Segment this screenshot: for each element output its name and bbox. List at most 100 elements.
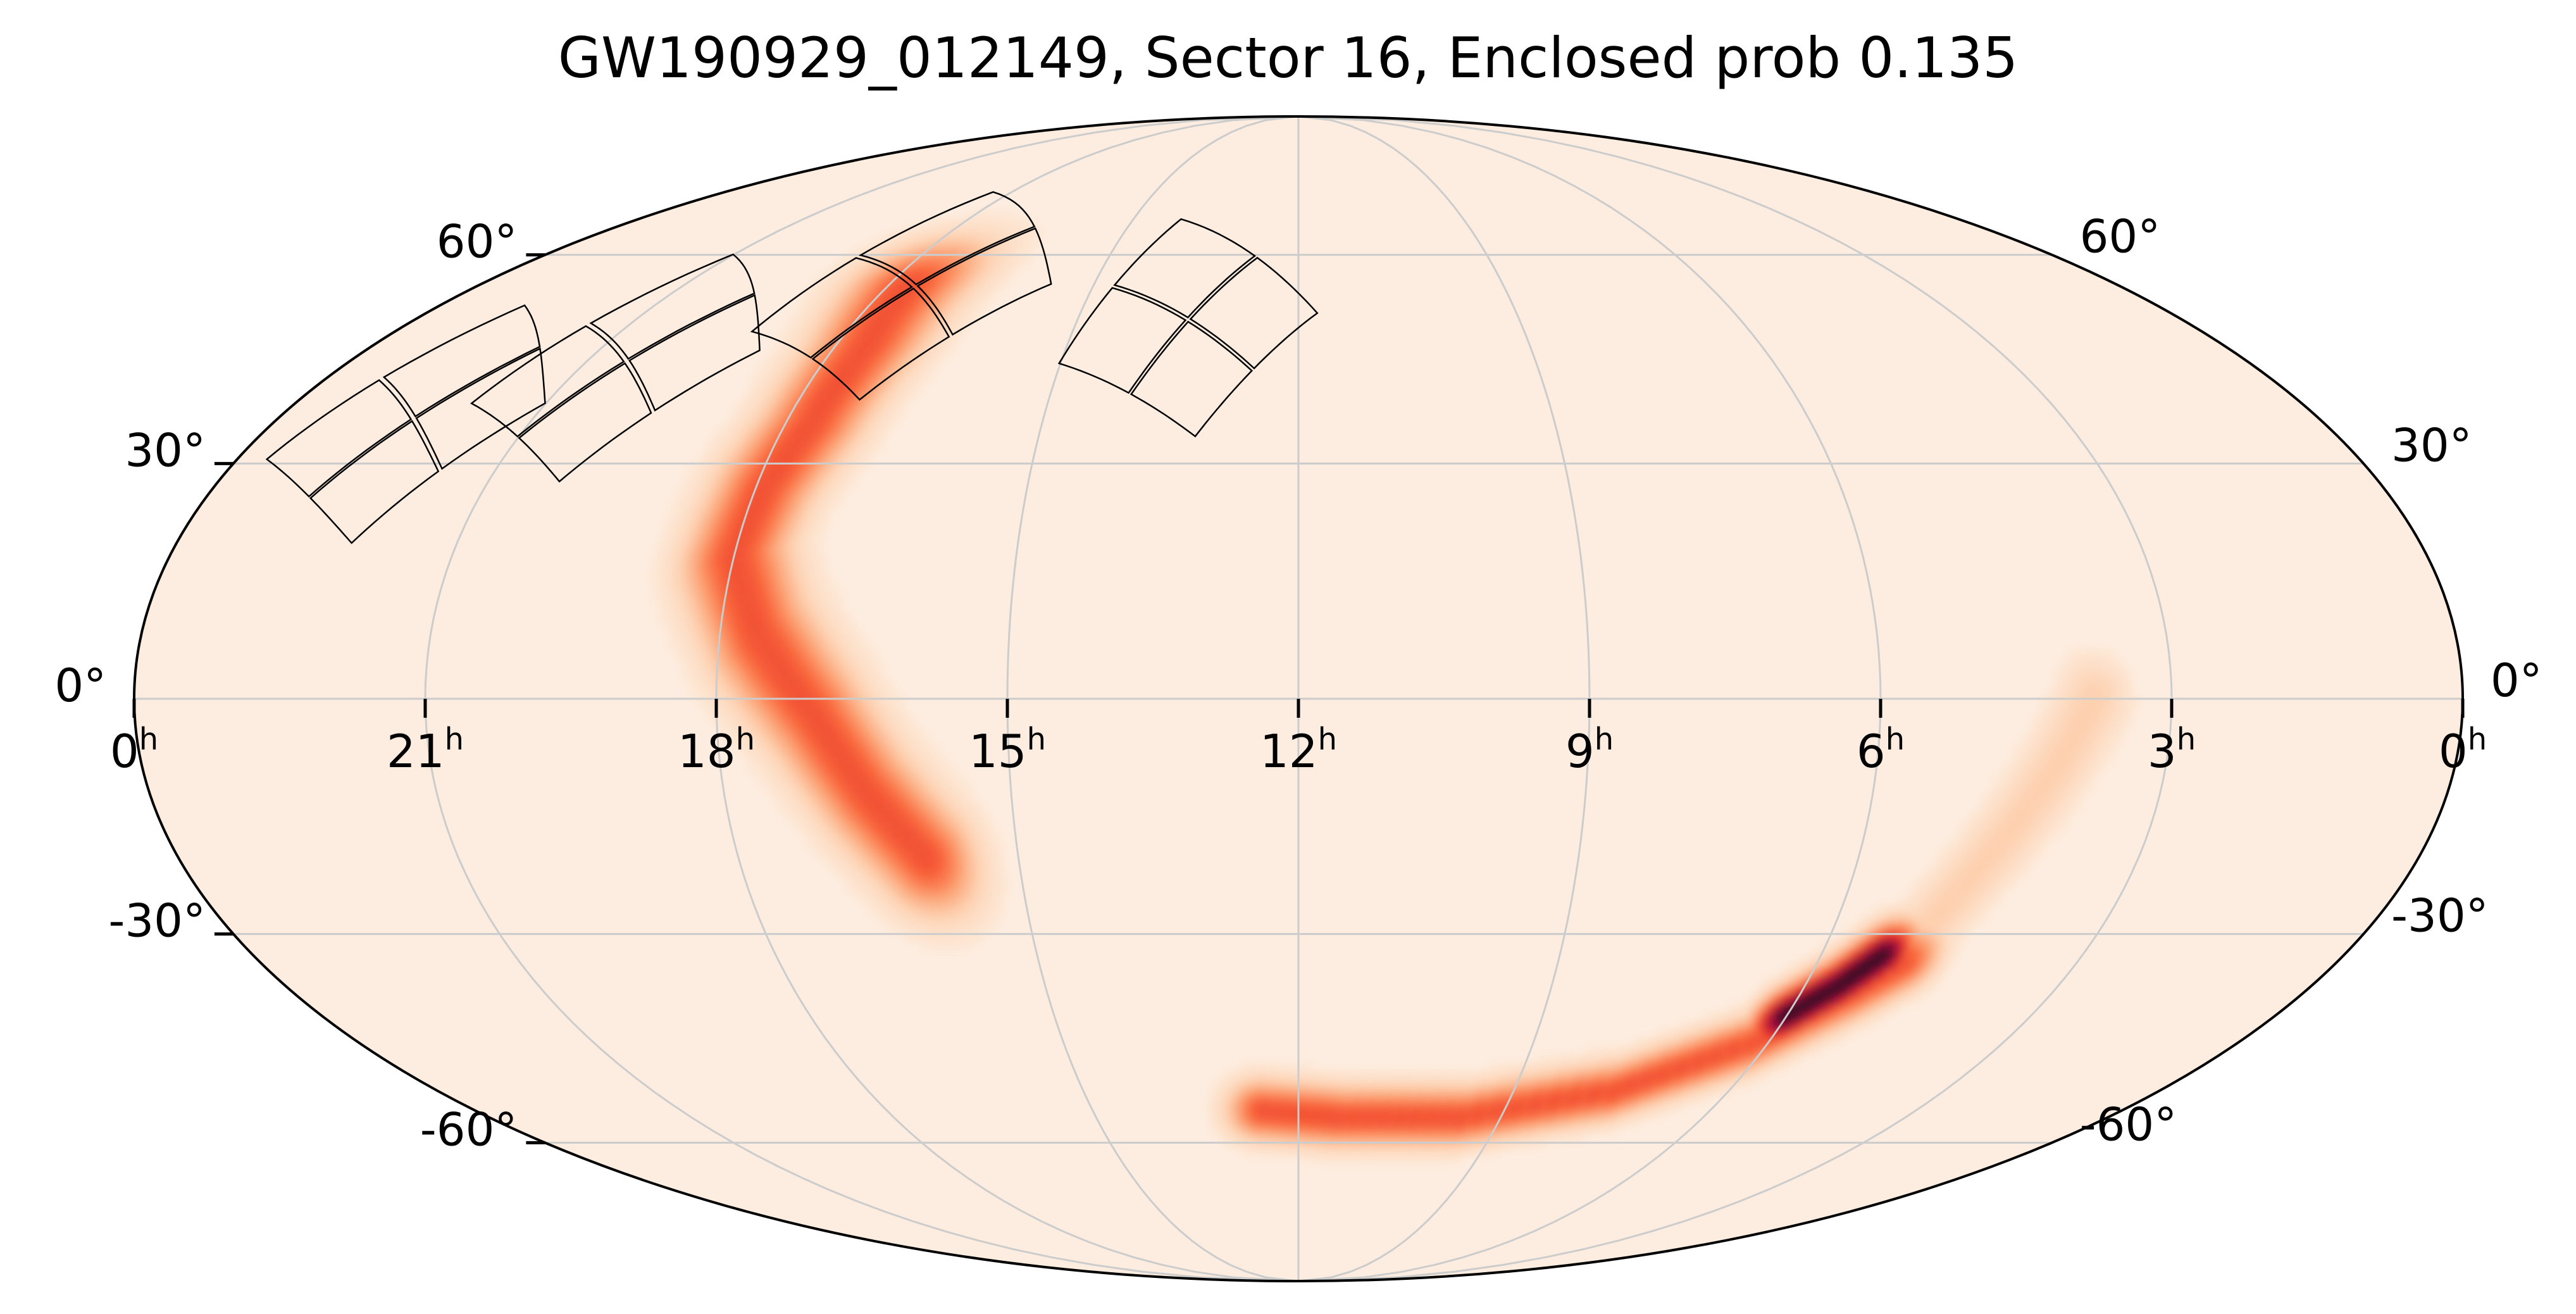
probability-cell bbox=[651, 591, 662, 603]
probability-cell bbox=[1456, 1154, 1464, 1165]
probability-cell bbox=[860, 648, 871, 660]
probability-cell bbox=[1539, 1140, 1546, 1151]
probability-cell bbox=[1014, 237, 1023, 247]
probability-cell bbox=[835, 686, 846, 699]
probability-cell bbox=[1422, 1078, 1431, 1089]
probability-cell bbox=[742, 686, 753, 699]
probability-cell bbox=[914, 744, 925, 756]
probability-cell bbox=[883, 744, 894, 756]
probability-cell bbox=[826, 600, 837, 613]
probability-cell bbox=[955, 772, 966, 785]
probability-cell bbox=[882, 677, 893, 689]
probability-cell bbox=[2026, 753, 2038, 766]
probability-cell bbox=[683, 581, 694, 594]
probability-cell bbox=[1370, 1078, 1379, 1089]
probability-cell bbox=[869, 330, 878, 342]
probability-cell bbox=[737, 744, 747, 756]
probability-cell bbox=[1255, 1140, 1262, 1151]
probability-cell bbox=[1985, 810, 1996, 823]
tess-camera-footprint bbox=[470, 253, 761, 483]
probability-cell bbox=[1441, 1110, 1449, 1120]
probability-cell bbox=[1457, 1110, 1465, 1120]
probability-cell bbox=[1010, 237, 1017, 247]
probability-cell bbox=[1447, 1094, 1455, 1105]
probability-cell bbox=[1489, 1140, 1497, 1151]
probability-cell bbox=[1445, 1148, 1453, 1158]
probability-cell bbox=[1278, 1110, 1286, 1120]
probability-cell bbox=[700, 619, 711, 632]
probability-cell bbox=[939, 216, 947, 227]
probability-cell bbox=[738, 629, 749, 641]
probability-cell bbox=[1407, 1148, 1414, 1158]
probability-cell bbox=[822, 810, 833, 823]
probability-cell bbox=[793, 610, 804, 622]
probability-cell bbox=[2091, 724, 2102, 737]
probability-cell bbox=[1299, 1148, 1307, 1158]
probability-cell bbox=[1030, 223, 1037, 234]
probability-cell bbox=[1421, 1148, 1429, 1158]
probability-cell bbox=[774, 724, 785, 737]
probability-cell bbox=[760, 581, 771, 594]
probability-cell bbox=[788, 791, 799, 804]
probability-cell bbox=[2002, 801, 2013, 813]
probability-cell bbox=[829, 744, 840, 756]
probability-cell bbox=[918, 791, 929, 804]
probability-cell bbox=[968, 245, 976, 255]
probability-cell bbox=[973, 245, 981, 255]
probability-cell bbox=[2053, 782, 2063, 794]
probability-cell bbox=[1490, 1110, 1498, 1120]
probability-cell bbox=[1353, 1070, 1362, 1081]
probability-cell bbox=[999, 230, 1006, 241]
probability-cell bbox=[1270, 1148, 1278, 1158]
probability-cell bbox=[997, 223, 1005, 234]
probability-cell bbox=[876, 314, 885, 325]
probability-cell bbox=[1352, 1086, 1360, 1097]
probability-cell bbox=[1384, 1154, 1393, 1165]
probability-cell bbox=[963, 245, 971, 255]
probability-cell bbox=[903, 791, 914, 804]
probability-cell bbox=[970, 216, 978, 227]
probability-cell bbox=[969, 876, 980, 888]
probability-cell bbox=[676, 629, 687, 641]
probability-cell bbox=[1389, 1140, 1397, 1151]
probability-cell bbox=[1000, 237, 1008, 247]
probability-cell bbox=[1431, 1148, 1439, 1158]
probability-cell bbox=[1643, 1070, 1652, 1081]
probability-cell bbox=[1439, 1140, 1447, 1151]
probability-cell bbox=[763, 610, 774, 622]
probability-cell bbox=[1367, 1148, 1376, 1158]
probability-cell bbox=[1418, 1154, 1426, 1165]
probability-cell bbox=[2032, 763, 2044, 775]
probability-cell bbox=[858, 801, 869, 813]
probability-cell bbox=[2036, 734, 2047, 747]
probability-cell bbox=[958, 245, 966, 255]
probability-cell bbox=[666, 591, 677, 603]
probability-cell bbox=[1022, 230, 1030, 241]
probability-cell bbox=[2092, 677, 2103, 689]
probability-cell bbox=[2115, 667, 2126, 680]
probability-cell bbox=[1429, 1094, 1438, 1105]
probability-cell bbox=[1402, 1148, 1409, 1158]
probability-cell bbox=[867, 658, 878, 670]
probability-cell bbox=[2037, 782, 2048, 794]
probability-cell bbox=[1267, 1110, 1276, 1120]
probability-cell bbox=[2038, 715, 2048, 727]
probability-cell bbox=[857, 791, 868, 804]
probability-cell bbox=[2029, 724, 2040, 737]
probability-cell bbox=[847, 772, 858, 785]
probability-cell bbox=[830, 638, 840, 651]
probability-cell bbox=[1519, 1140, 1527, 1151]
probability-cell bbox=[898, 724, 909, 737]
probability-cell bbox=[859, 705, 869, 718]
probability-cell bbox=[934, 913, 944, 925]
probability-cell bbox=[823, 389, 833, 401]
probability-cell bbox=[1246, 1148, 1254, 1158]
probability-cell bbox=[1494, 1140, 1502, 1151]
probability-cell bbox=[1514, 1094, 1522, 1105]
probability-cell bbox=[938, 245, 947, 255]
probability-cell bbox=[948, 782, 959, 794]
probability-cell bbox=[704, 658, 715, 670]
probability-cell bbox=[768, 753, 779, 766]
probability-cell bbox=[933, 782, 943, 794]
probability-cell bbox=[818, 782, 828, 794]
